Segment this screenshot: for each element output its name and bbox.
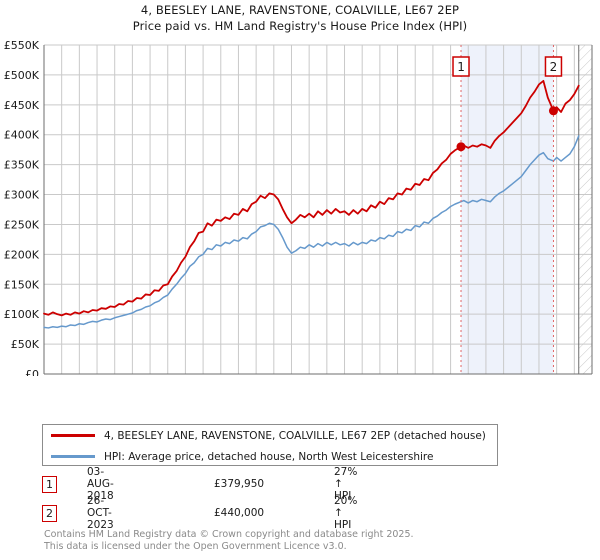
y-axis-tick-label: £100K bbox=[4, 308, 40, 321]
y-axis-tick-label: £400K bbox=[4, 129, 40, 142]
chart-title-block: 4, BEESLEY LANE, RAVENSTONE, COALVILLE, … bbox=[0, 2, 600, 34]
transaction-highlight-band bbox=[461, 45, 554, 374]
legend-item-property: 4, BEESLEY LANE, RAVENSTONE, COALVILLE, … bbox=[43, 425, 497, 446]
y-axis-tick-label: £350K bbox=[4, 159, 40, 172]
transaction-marker-dot[interactable] bbox=[548, 106, 558, 116]
legend-label-property: 4, BEESLEY LANE, RAVENSTONE, COALVILLE, … bbox=[104, 429, 486, 442]
transaction-date-1: 03-AUG-2018 bbox=[87, 466, 114, 502]
transaction-price-1: £379,950 bbox=[214, 478, 265, 490]
future-hatched-band bbox=[578, 45, 592, 374]
marker-callout-box[interactable] bbox=[544, 56, 563, 77]
price-chart: £0 £50K £100K £150K £200K £250K £300K £350K £400… bbox=[0, 36, 600, 376]
chart-canvas: £0 £50K £100K £150K £200K £250K £300K £350K £400… bbox=[4, 39, 593, 376]
transaction-row-1: 1 03-AUG-2018 £379,950 27% ↑ HPI bbox=[42, 466, 357, 502]
y-axis-tick-label: £500K bbox=[4, 69, 40, 82]
y-axis-tick-label: £50K bbox=[11, 338, 40, 351]
attribution-footer: Contains HM Land Registry data © Crown c… bbox=[44, 529, 564, 552]
chart-legend: 4, BEESLEY LANE, RAVENSTONE, COALVILLE, … bbox=[42, 424, 498, 466]
transaction-row-2: 2 26-OCT-2023 £440,000 20% ↑ HPI bbox=[42, 495, 357, 531]
marker-callout-label: 2 bbox=[550, 60, 558, 74]
transaction-marker-dot[interactable] bbox=[456, 142, 466, 152]
transaction-badge-2: 2 bbox=[42, 504, 57, 522]
series-line-property bbox=[43, 79, 580, 317]
marker-callout-box[interactable] bbox=[452, 56, 470, 77]
transaction-badge-1: 1 bbox=[42, 475, 57, 493]
page-subtitle: Price paid vs. HM Land Registry's House … bbox=[132, 19, 468, 33]
y-axis-tick-label: £200K bbox=[4, 248, 40, 261]
y-axis-tick-label: £450K bbox=[4, 99, 40, 112]
y-axis-tick-label: £550K bbox=[4, 39, 40, 52]
legend-swatch-hpi bbox=[51, 455, 95, 458]
y-axis-tick-label: £150K bbox=[4, 278, 40, 291]
footer-line-1: Contains HM Land Registry data © Crown c… bbox=[44, 529, 414, 540]
series-line-hpi bbox=[43, 135, 580, 329]
y-axis-tick-label: £0 bbox=[25, 368, 39, 376]
footer-line-2: This data is licensed under the Open Gov… bbox=[44, 540, 347, 552]
y-axis-tick-label: £250K bbox=[4, 218, 40, 231]
marker-callout-label: 1 bbox=[457, 60, 465, 74]
legend-swatch-property bbox=[51, 434, 95, 437]
y-axis-tick-label: £300K bbox=[4, 189, 40, 202]
transaction-date-2: 26-OCT-2023 bbox=[87, 495, 114, 531]
transaction-price-2: £440,000 bbox=[214, 507, 265, 519]
legend-item-hpi: HPI: Average price, detached house, Nort… bbox=[43, 446, 497, 467]
page-title: 4, BEESLEY LANE, RAVENSTONE, COALVILLE, … bbox=[140, 3, 460, 17]
transaction-delta-2: 20% ↑ HPI bbox=[334, 495, 358, 531]
transaction-delta-1: 27% ↑ HPI bbox=[334, 466, 358, 502]
legend-label-hpi: HPI: Average price, detached house, Nort… bbox=[104, 450, 434, 463]
